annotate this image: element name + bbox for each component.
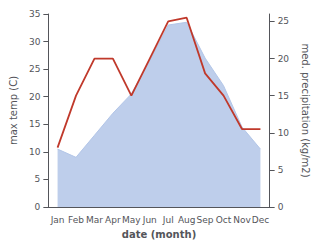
- svg-text:med. precipitation (kg/m2): med. precipitation (kg/m2): [300, 43, 311, 177]
- svg-text:35: 35: [29, 9, 40, 19]
- svg-text:Oct: Oct: [216, 215, 232, 225]
- svg-text:Jan: Jan: [50, 215, 65, 225]
- svg-text:Jul: Jul: [162, 215, 174, 225]
- svg-text:15: 15: [29, 119, 40, 129]
- svg-text:15: 15: [278, 91, 289, 101]
- svg-text:30: 30: [29, 37, 41, 47]
- svg-text:Dec: Dec: [252, 215, 269, 225]
- svg-text:Jun: Jun: [142, 215, 157, 225]
- svg-text:20: 20: [278, 54, 290, 64]
- svg-text:20: 20: [29, 92, 41, 102]
- svg-text:max temp (C): max temp (C): [8, 76, 19, 145]
- svg-text:date (month): date (month): [122, 229, 196, 240]
- svg-text:10: 10: [278, 128, 290, 138]
- svg-text:Aug: Aug: [178, 215, 196, 225]
- svg-text:Feb: Feb: [68, 215, 84, 225]
- svg-text:Sep: Sep: [197, 215, 214, 225]
- svg-text:25: 25: [29, 64, 40, 74]
- svg-text:10: 10: [29, 147, 41, 157]
- svg-text:Nov: Nov: [233, 215, 251, 225]
- svg-text:Apr: Apr: [105, 215, 121, 225]
- svg-text:Mar: Mar: [86, 215, 103, 225]
- svg-text:25: 25: [278, 16, 289, 26]
- svg-text:May: May: [122, 215, 141, 225]
- svg-text:5: 5: [35, 174, 41, 184]
- svg-text:0: 0: [278, 202, 284, 212]
- svg-text:5: 5: [278, 165, 284, 175]
- svg-text:0: 0: [35, 202, 41, 212]
